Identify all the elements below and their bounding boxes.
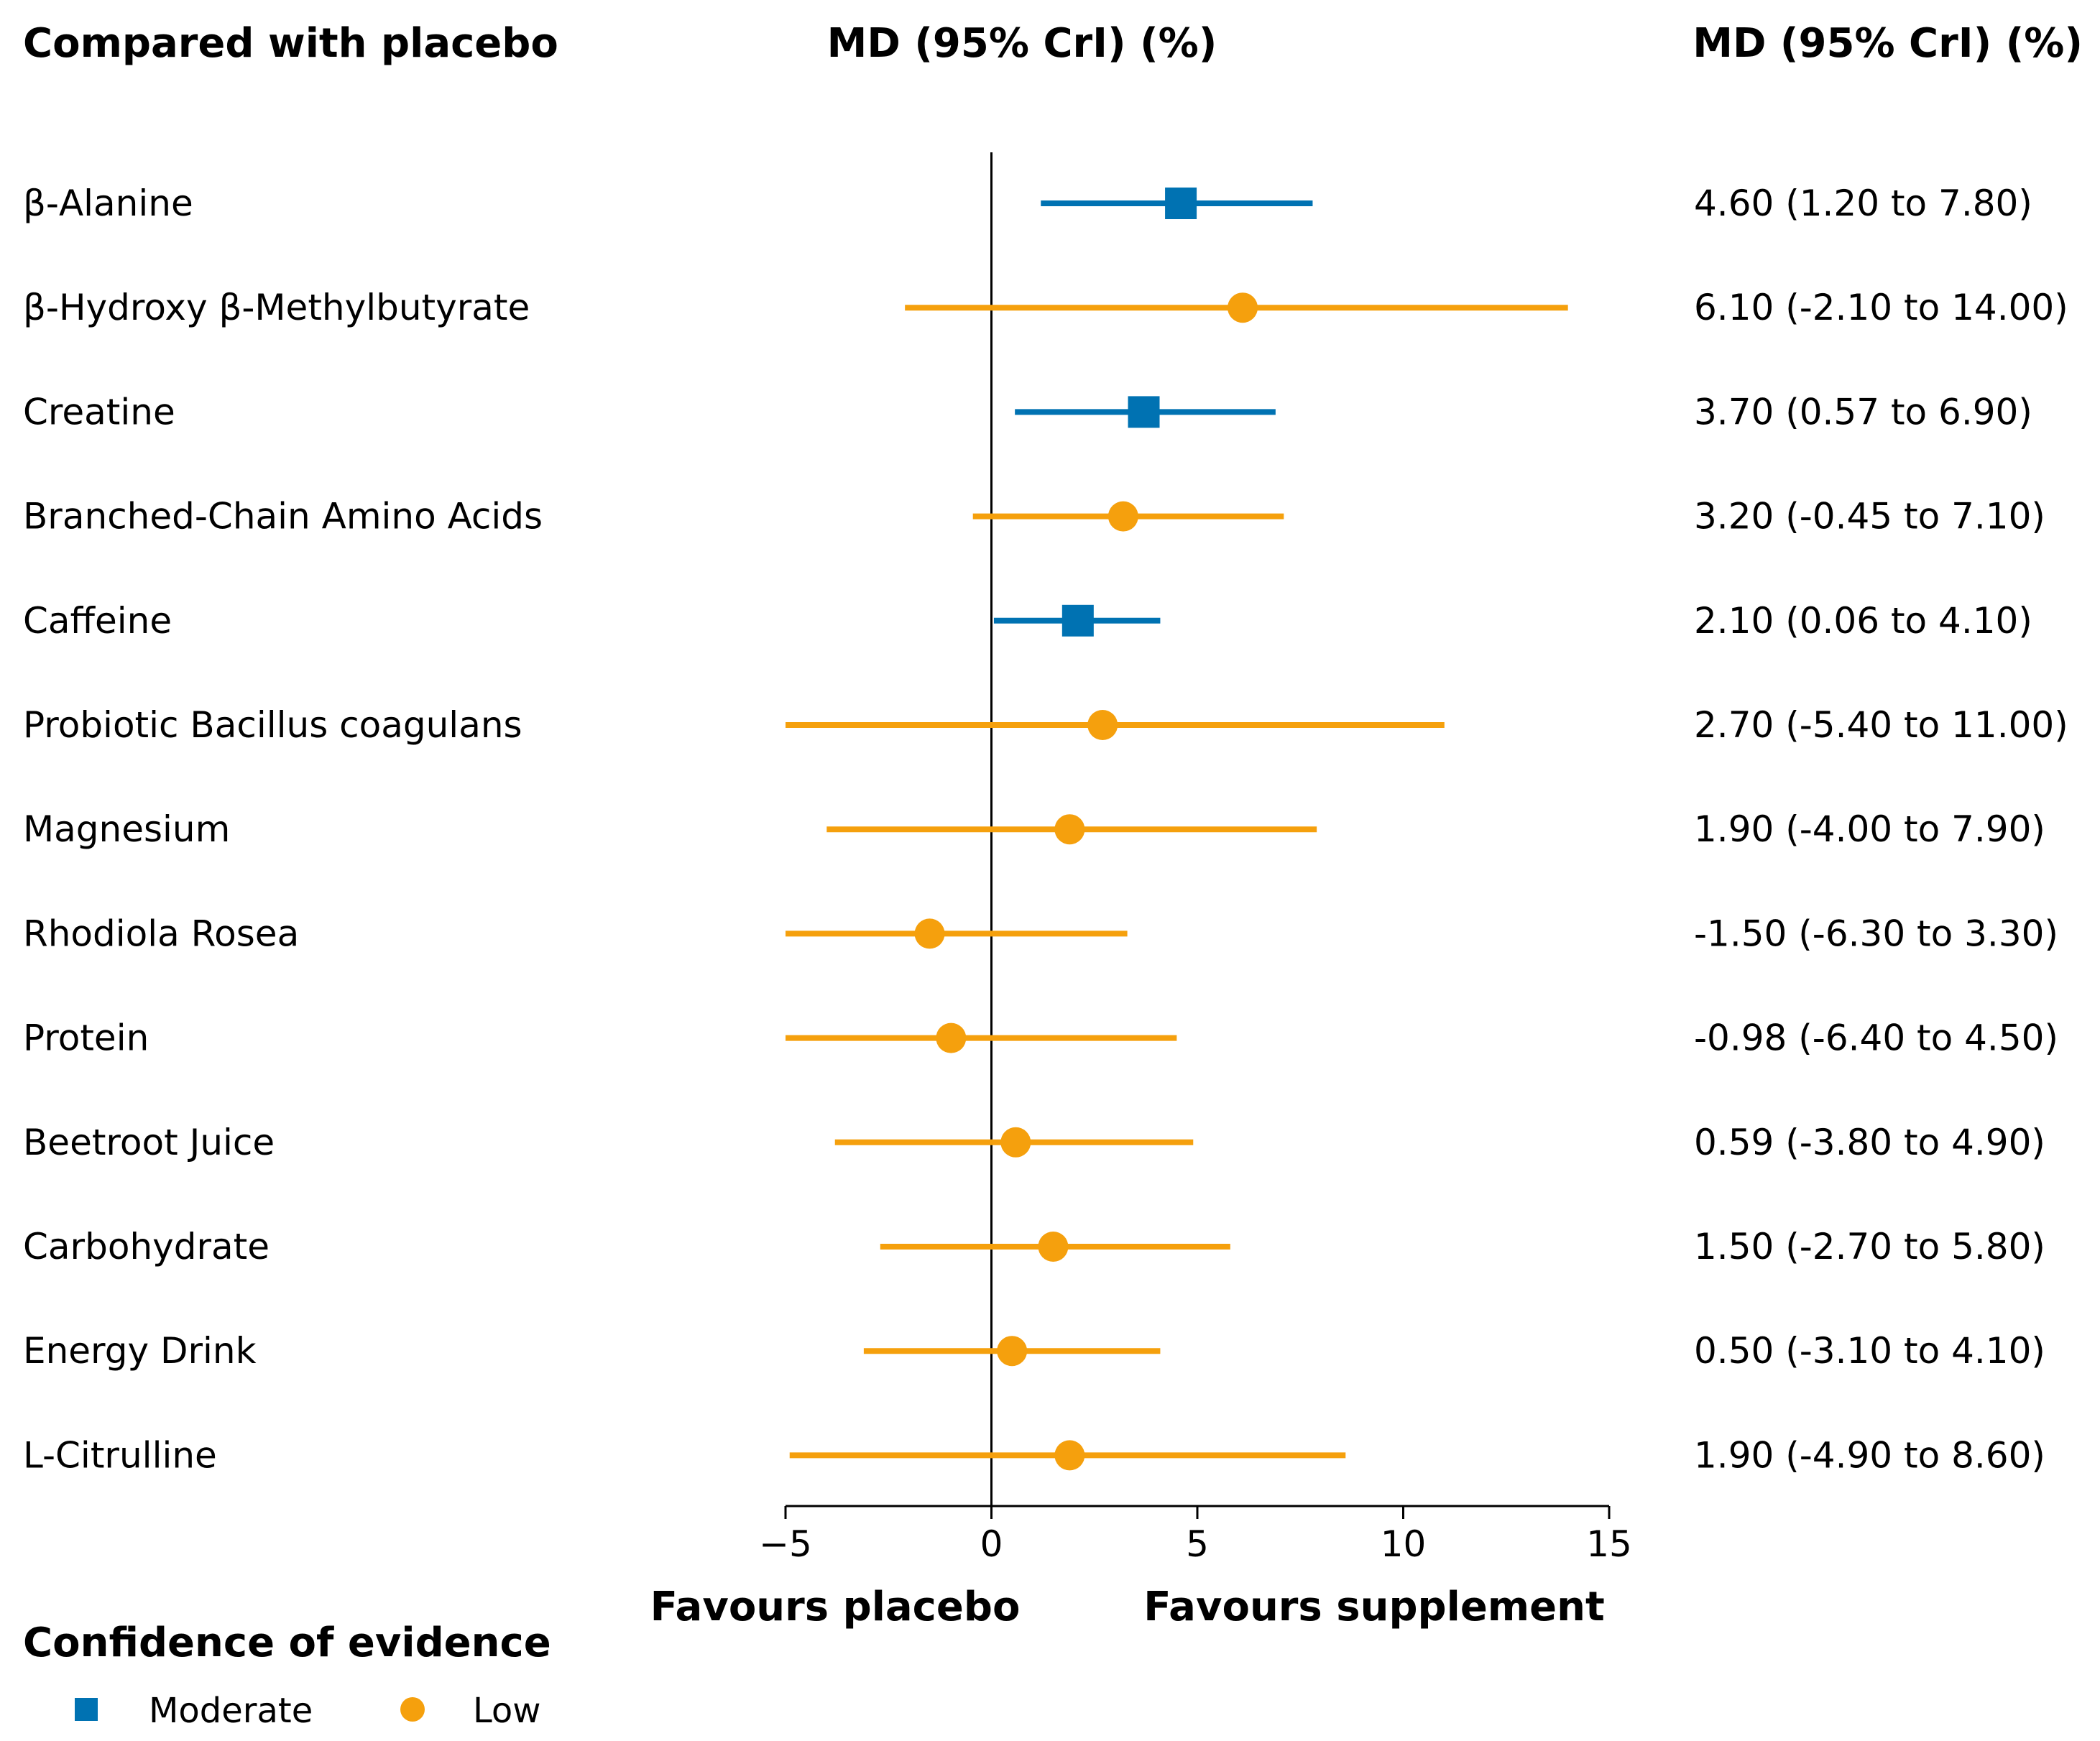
legend-low-circle-icon bbox=[400, 1697, 425, 1722]
effect-estimate-text: 0.50 (-3.10 to 4.10) bbox=[1694, 1330, 2045, 1372]
row-label: Rhodiola Rosea bbox=[23, 913, 299, 954]
point-estimate-circle bbox=[1038, 1232, 1069, 1262]
legend-moderate-square-icon bbox=[75, 1698, 98, 1721]
point-estimate-circle bbox=[1054, 814, 1085, 845]
row-label: β-Hydroxy β-Methylbutyrate bbox=[23, 287, 530, 328]
x-tick-label: 0 bbox=[980, 1523, 1003, 1565]
legend-moderate-label: Moderate bbox=[149, 1691, 313, 1731]
effect-estimate-text: 1.90 (-4.00 to 7.90) bbox=[1694, 808, 2045, 850]
x-tick-label: 5 bbox=[1186, 1523, 1209, 1565]
effect-estimate-text: 6.10 (-2.10 to 14.00) bbox=[1694, 287, 2068, 328]
point-estimate-circle bbox=[1000, 1127, 1031, 1158]
right-column-header: MD (95% CrI) (%) bbox=[1693, 20, 2083, 67]
x-tick-label: 10 bbox=[1381, 1523, 1427, 1565]
point-estimate-circle bbox=[1087, 710, 1118, 740]
effect-estimate-text: 3.20 (-0.45 to 7.10) bbox=[1694, 496, 2045, 537]
row-label: Magnesium bbox=[23, 808, 230, 850]
left-column-header: Compared with placebo bbox=[23, 20, 558, 67]
row-label: Probiotic Bacillus coagulans bbox=[23, 704, 522, 746]
point-estimate-square bbox=[1061, 604, 1094, 637]
point-estimate-circle bbox=[936, 1022, 967, 1053]
effect-estimate-text: 2.10 (0.06 to 4.10) bbox=[1694, 600, 2032, 642]
center-column-header: MD (95% CrI) (%) bbox=[827, 20, 1217, 67]
row-label: Protein bbox=[23, 1017, 149, 1059]
row-label: L-Citrulline bbox=[23, 1434, 217, 1476]
point-estimate-square bbox=[1165, 188, 1197, 219]
x-tick-label: −5 bbox=[759, 1523, 812, 1565]
row-label: Branched-Chain Amino Acids bbox=[23, 496, 543, 537]
plot-area bbox=[786, 152, 1568, 1506]
effect-estimate-text: -1.50 (-6.30 to 3.30) bbox=[1694, 913, 2058, 954]
row-label: Caffeine bbox=[23, 600, 172, 642]
row-label: Energy Drink bbox=[23, 1330, 257, 1372]
x-tick-label: 15 bbox=[1586, 1523, 1632, 1565]
row-label: Carbohydrate bbox=[23, 1226, 270, 1267]
favours-placebo-label: Favours placebo bbox=[650, 1584, 1021, 1630]
row-labels-group: β-Alanine β-Hydroxy β-Methylbutyrate Creat… bbox=[23, 183, 543, 1476]
row-label: β-Alanine bbox=[23, 183, 193, 224]
legend-low-label: Low bbox=[473, 1691, 541, 1731]
point-estimate-circle bbox=[997, 1336, 1028, 1367]
point-estimate-circle bbox=[914, 918, 945, 949]
point-estimate-circle bbox=[1107, 501, 1138, 532]
effect-estimate-text: 1.50 (-2.70 to 5.80) bbox=[1694, 1226, 2045, 1267]
effect-estimate-text: 4.60 (1.20 to 7.80) bbox=[1694, 183, 2032, 224]
legend-title: Confidence of evidence bbox=[23, 1620, 551, 1666]
point-estimate-circle bbox=[1054, 1440, 1085, 1471]
effect-estimate-text: 0.59 (-3.80 to 4.90) bbox=[1694, 1122, 2045, 1163]
effect-estimate-text: -0.98 (-6.40 to 4.50) bbox=[1694, 1017, 2058, 1059]
point-estimate-square bbox=[1128, 396, 1160, 428]
row-label: Creatine bbox=[23, 391, 175, 433]
favours-supplement-label: Favours supplement bbox=[1143, 1584, 1605, 1630]
point-estimate-circle bbox=[1228, 292, 1258, 323]
effect-estimate-text: 2.70 (-5.40 to 11.00) bbox=[1694, 704, 2068, 746]
row-label: Beetroot Juice bbox=[23, 1122, 275, 1163]
effect-estimate-text: 1.90 (-4.90 to 8.60) bbox=[1694, 1434, 2045, 1476]
legend: Confidence of evidence Moderate Low bbox=[23, 1620, 551, 1731]
effect-labels-group: 4.60 (1.20 to 7.80) 6.10 (-2.10 to 14.00)… bbox=[1694, 183, 2068, 1476]
x-axis: −5 0 5 10 15 bbox=[759, 1505, 1632, 1565]
effect-estimate-text: 3.70 (0.57 to 6.90) bbox=[1694, 391, 2032, 433]
